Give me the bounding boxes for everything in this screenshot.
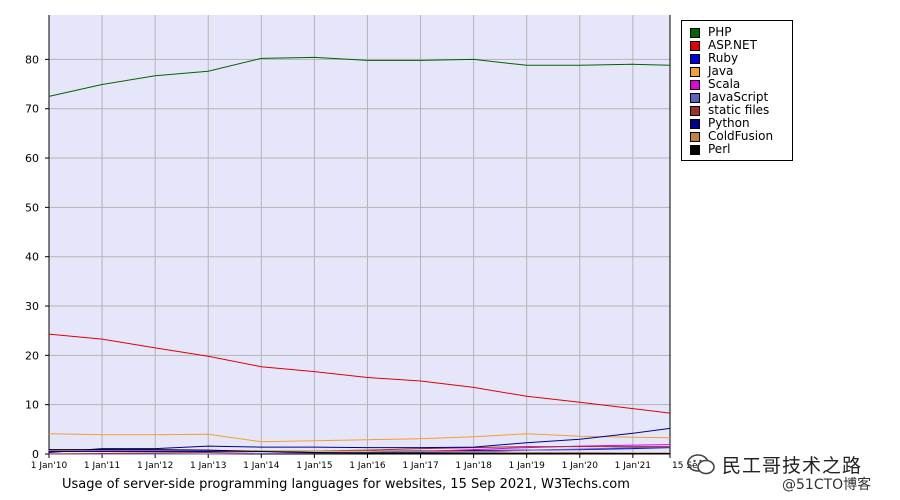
grid-lines — [48, 15, 671, 455]
legend-label: ColdFusion — [708, 129, 774, 143]
y-axis-tick-labels: 0 10 20 30 40 50 60 70 80 — [25, 53, 49, 461]
legend-item: Ruby — [690, 52, 792, 65]
watermark-subtitle: @51CTO博客 — [782, 477, 872, 493]
y-tick-label: 30 — [25, 300, 39, 313]
legend-swatch — [690, 144, 700, 155]
legend-label: Scala — [708, 77, 741, 91]
wechat-logo-icon — [687, 454, 715, 475]
x-tick-label: 1 Jan'12 — [137, 461, 173, 471]
legend-label: static files — [708, 103, 770, 117]
y-tick-label: 80 — [25, 53, 39, 66]
watermark: 民工哥技术之路 @51CTO博客 — [682, 446, 897, 496]
legend-swatch — [690, 66, 700, 77]
y-tick-label: 60 — [25, 152, 39, 165]
legend-swatch — [690, 92, 700, 103]
series-line-asp-net — [48, 333, 671, 414]
series-line-python — [48, 427, 671, 453]
x-tick-label: 1 Jan'20 — [562, 461, 599, 471]
series-lines — [48, 56, 671, 455]
legend-item: Java — [690, 65, 792, 78]
x-tick-label: 1 Jan'14 — [243, 461, 280, 471]
x-tick-label: 1 Jan'15 — [296, 461, 332, 471]
legend-swatch — [690, 53, 700, 64]
x-tick-label: 1 Jan'17 — [402, 461, 438, 471]
legend: PHP ASP.NET Ruby Java Scala JavaScript static … — [681, 20, 793, 161]
legend-swatch — [690, 118, 700, 129]
y-tick-label: 0 — [32, 448, 39, 461]
chart-caption: Usage of server-side programming languag… — [62, 477, 630, 492]
y-tick-label: 20 — [25, 349, 39, 362]
series-line-perl — [49, 449, 670, 454]
legend-label: Python — [708, 116, 750, 130]
legend-item: Perl — [690, 143, 792, 156]
x-tick-label: 1 Jan'21 — [615, 461, 651, 471]
x-tick-label: 1 Jan'16 — [349, 461, 386, 471]
series-line-static-files — [48, 446, 670, 455]
watermark-title: 民工哥技术之路 — [722, 455, 863, 477]
y-tick-label: 70 — [25, 103, 39, 116]
legend-item: Scala — [690, 78, 792, 91]
plot-area — [49, 15, 670, 454]
legend-swatch — [690, 79, 700, 90]
legend-label: Java — [708, 64, 734, 78]
legend-label: Ruby — [708, 51, 739, 65]
legend-label: Perl — [708, 142, 731, 156]
x-tick-label: 1 Jan'18 — [455, 461, 492, 471]
series-line-coldfusion — [49, 450, 670, 454]
y-tick-label: 50 — [25, 201, 39, 214]
legend-swatch — [690, 131, 700, 142]
y-tick-label: 40 — [25, 251, 39, 264]
legend-item: static files — [690, 104, 792, 117]
x-tick-label: 1 Jan'11 — [84, 461, 120, 471]
legend-swatch — [690, 40, 700, 51]
y-tick-label: 10 — [25, 399, 39, 412]
legend-swatch — [690, 105, 700, 116]
legend-swatch — [690, 27, 700, 38]
legend-item: ColdFusion — [690, 130, 792, 143]
legend-label: JavaScript — [708, 90, 769, 104]
legend-label: ASP.NET — [708, 38, 757, 52]
series-line-java — [48, 433, 671, 443]
legend-item: Python — [690, 117, 792, 130]
legend-item: PHP — [690, 26, 792, 39]
legend-label: PHP — [708, 25, 732, 39]
x-tick-label: 15 Sep — [672, 461, 704, 471]
legend-item: ASP.NET — [690, 39, 792, 52]
x-tick-label: 1 Jan'10 — [31, 461, 68, 471]
series-line-php — [48, 56, 671, 97]
x-tick-label: 1 Jan'13 — [190, 461, 226, 471]
x-axis-tick-labels: 1 Jan'10 1 Jan'11 1 Jan'12 1 Jan'13 1 Jan'14… — [31, 454, 704, 471]
legend-item: JavaScript — [690, 91, 792, 104]
x-tick-label: 1 Jan'19 — [508, 461, 545, 471]
